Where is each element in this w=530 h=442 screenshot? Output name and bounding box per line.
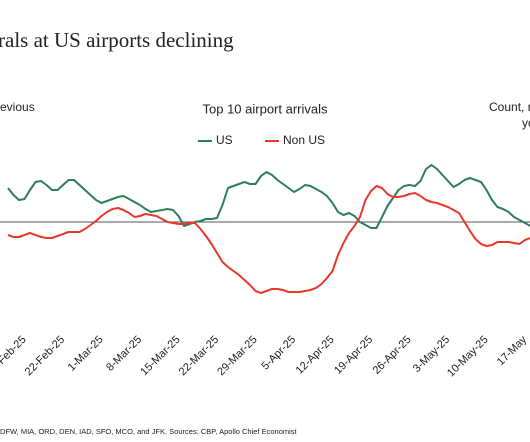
chart-title: rals at US airports declining bbox=[0, 28, 234, 52]
legend-label: US bbox=[216, 133, 233, 147]
legend-label: Non US bbox=[283, 133, 325, 147]
x-tick-label: 19-Apr-25 bbox=[332, 334, 375, 377]
x-tick-label: 5-Apr-25 bbox=[259, 334, 298, 373]
chart-subtitle: Top 10 airport arrivals bbox=[203, 101, 328, 116]
x-tick-label: 1-Mar-25 bbox=[66, 334, 106, 374]
x-tick-label: 15-Mar-25 bbox=[138, 334, 182, 378]
x-tick-label: 10-May-25 bbox=[445, 334, 491, 380]
x-tick-label: 26-Apr-25 bbox=[371, 334, 414, 377]
x-tick-label: Feb-25 bbox=[0, 334, 29, 367]
footnote: DFW, MIA, ORD, DEN, IAD, SFO, MCO, and J… bbox=[0, 427, 298, 436]
y-axis-label: evious bbox=[0, 100, 35, 114]
x-tick-label: 8-Mar-25 bbox=[104, 334, 144, 374]
x-tick-label: 12-Apr-25 bbox=[294, 334, 337, 377]
x-tick-label: 22-Mar-25 bbox=[177, 334, 221, 378]
x-tick-label: 22-Feb-25 bbox=[23, 334, 67, 378]
x-tick-label: 29-Mar-25 bbox=[215, 334, 259, 378]
x-tick-label: 17-May bbox=[495, 333, 530, 368]
y2-axis-label: yo bbox=[522, 116, 530, 130]
data-line bbox=[7, 164, 530, 229]
data-line bbox=[7, 185, 530, 294]
y2-axis-label: Count, re bbox=[489, 100, 530, 114]
